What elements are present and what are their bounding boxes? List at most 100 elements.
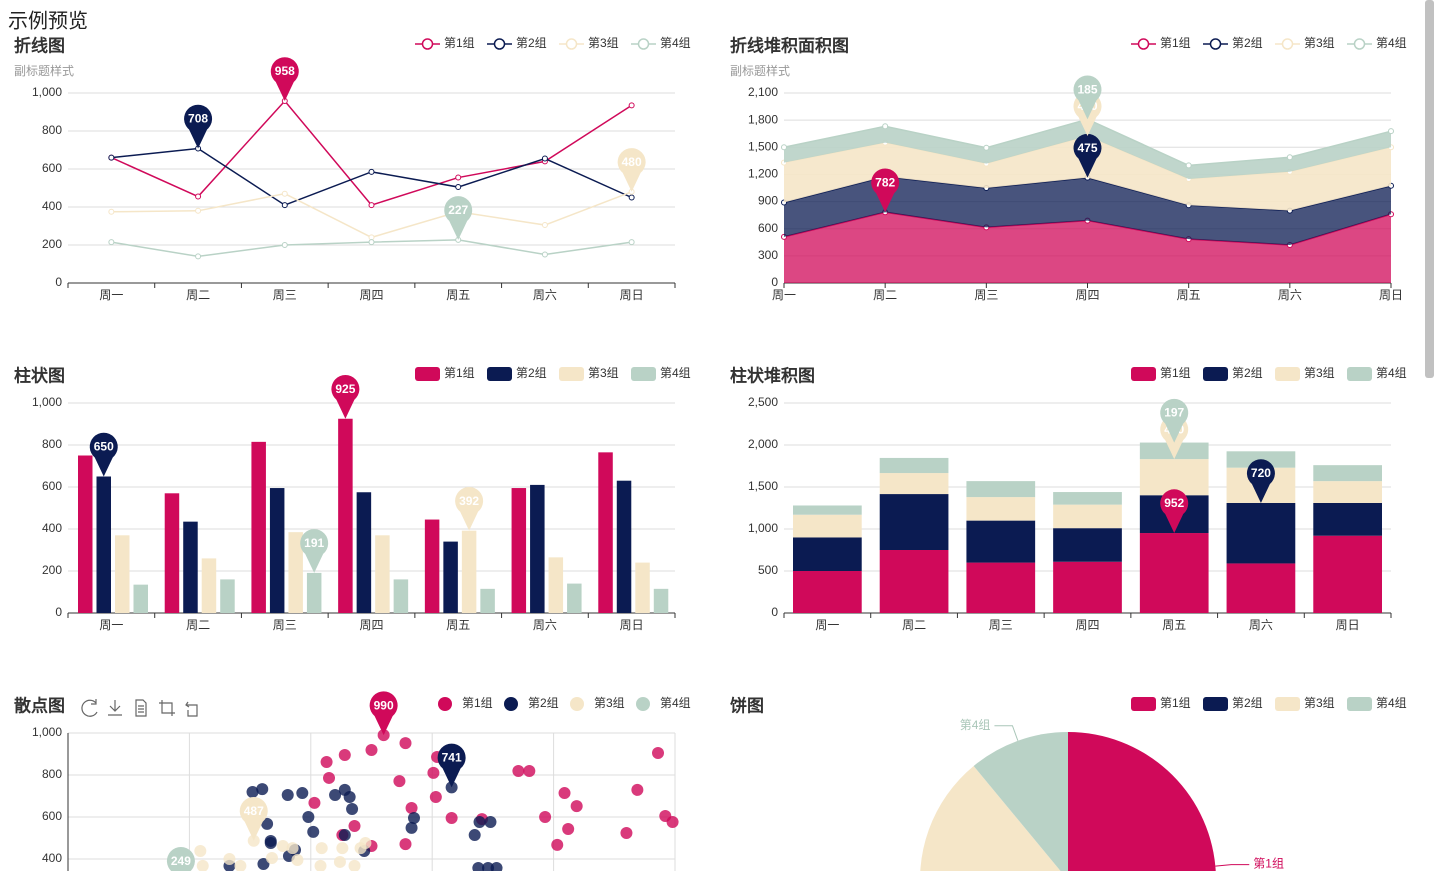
bar — [879, 473, 949, 495]
y-tick-label: 900 — [758, 194, 778, 208]
legend-icon — [421, 38, 434, 50]
y-tick-label: 1,000 — [32, 725, 62, 739]
bar — [1313, 465, 1382, 482]
toolbox-zoom[interactable] — [159, 700, 175, 716]
y-tick-label: 1,500 — [748, 139, 778, 153]
y-tick-label: 0 — [55, 605, 62, 619]
scatter-point — [343, 791, 356, 804]
series-line — [111, 147, 632, 206]
toolbox-download[interactable] — [108, 700, 122, 716]
legend-icon — [1347, 367, 1372, 381]
mark-point-label: 475 — [1077, 141, 1097, 155]
mark-point-label: 720 — [1251, 466, 1271, 480]
scatter-point — [558, 787, 571, 800]
y-tick-label: 1,500 — [748, 479, 778, 493]
bar — [1139, 533, 1209, 613]
data-point — [108, 239, 115, 246]
mark-point — [437, 743, 466, 788]
mark-point-label: 249 — [171, 854, 191, 868]
pie-label-line — [994, 725, 1019, 741]
y-tick-label: 1,000 — [748, 521, 778, 535]
toolbox-refresh[interactable] — [81, 699, 98, 717]
y-tick-label: 400 — [42, 199, 62, 213]
bar — [356, 492, 372, 613]
page-title: 示例预览 — [8, 9, 88, 32]
scatter-point — [291, 854, 304, 867]
legend-icon — [1281, 38, 1294, 50]
bar — [1053, 492, 1122, 505]
chart-title: 柱状图 — [14, 365, 65, 385]
mark-point — [1160, 398, 1189, 443]
scatter-point — [405, 821, 418, 834]
mark-point-label: 191 — [304, 536, 324, 550]
scatter-point — [570, 800, 583, 813]
bar — [793, 537, 862, 571]
mark-point-label: 952 — [1164, 496, 1184, 510]
scatter-point — [308, 796, 321, 809]
scatter-point — [652, 746, 665, 759]
scatter-point — [631, 783, 644, 796]
bar — [220, 579, 235, 613]
data-point — [368, 239, 375, 246]
toolbox[interactable] — [81, 699, 198, 717]
mark-point-label: 185 — [1077, 82, 1097, 96]
legend-icon — [559, 367, 584, 381]
mark-point — [270, 57, 299, 101]
bar — [96, 476, 111, 613]
scatter-point — [329, 788, 342, 801]
mark-point — [1073, 75, 1102, 120]
pie-slice — [1068, 732, 1216, 871]
bar — [183, 521, 198, 613]
data-point — [281, 242, 288, 248]
y-tick-label: 600 — [42, 809, 62, 823]
mark-point — [1073, 133, 1102, 178]
toolbox-back[interactable] — [185, 701, 198, 717]
bar — [1226, 502, 1296, 564]
bar — [966, 520, 1036, 563]
legend-icon — [1275, 697, 1300, 711]
data-point — [108, 154, 115, 161]
x-tick-label: 周一 — [772, 288, 796, 302]
scatter-point — [246, 786, 259, 799]
x-tick-label: 周日 — [620, 288, 644, 302]
x-tick-label: 周日 — [1379, 288, 1403, 302]
scatter-point — [286, 842, 299, 855]
data-point — [281, 202, 288, 209]
data-point — [1286, 154, 1293, 161]
mark-point — [871, 168, 900, 213]
data-point — [195, 253, 202, 260]
bar — [1226, 563, 1296, 613]
scatter-point — [620, 826, 633, 839]
bar — [133, 584, 148, 613]
scrollbar[interactable] — [1425, 0, 1434, 378]
legend-label: 第3组 — [588, 366, 619, 380]
bar — [1313, 481, 1382, 503]
x-tick-label: 周二 — [873, 288, 897, 302]
x-tick-label: 周三 — [273, 618, 297, 632]
mark-point — [369, 691, 398, 736]
legend-icon — [1353, 38, 1366, 50]
mark-point-label: 708 — [188, 112, 208, 126]
x-tick-label: 周三 — [974, 288, 998, 302]
legend-label: 第2组 — [1232, 366, 1263, 380]
legend-icon — [438, 697, 452, 711]
legend-icon — [637, 38, 650, 50]
legend-label: 第1组 — [444, 366, 475, 380]
chart-title: 折线图 — [14, 35, 65, 55]
y-tick-label: 800 — [42, 767, 62, 781]
x-tick-label: 周五 — [1162, 618, 1186, 632]
scatter-point — [429, 791, 442, 804]
toolbox-data[interactable] — [135, 699, 147, 717]
legend-label: 第3组 — [594, 696, 625, 710]
y-tick-label: 400 — [42, 851, 62, 865]
y-tick-label: 0 — [771, 605, 778, 619]
chart-title: 饼图 — [730, 695, 764, 715]
chart-title: 折线堆积面积图 — [730, 35, 849, 55]
pie-label: 第4组 — [960, 718, 991, 732]
bar — [879, 457, 949, 474]
legend-icon — [631, 367, 656, 381]
bar — [793, 505, 862, 515]
mark-point — [166, 846, 195, 871]
chart-title: 散点图 — [14, 695, 65, 715]
x-tick-label: 周四 — [359, 288, 383, 302]
